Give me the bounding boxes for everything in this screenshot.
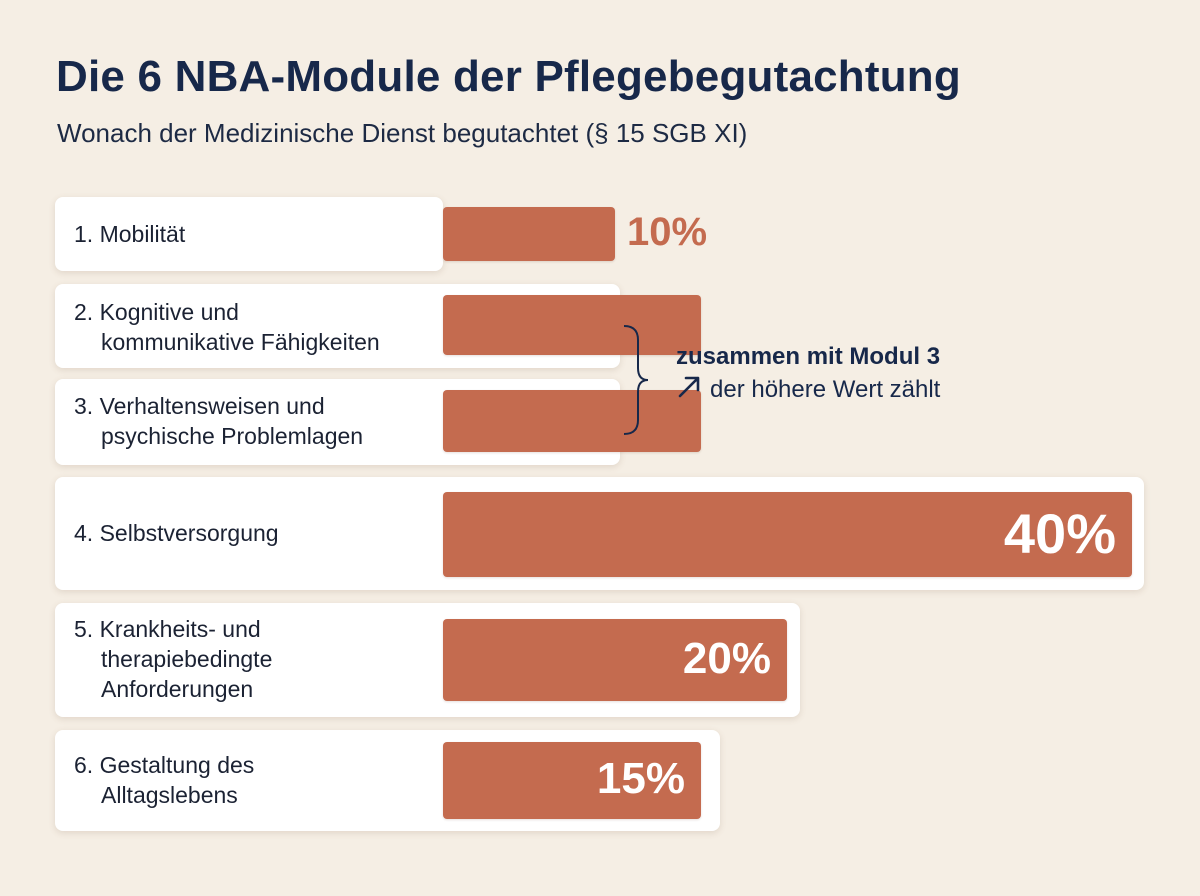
module-card-1	[55, 197, 443, 271]
module-label-1: 1. Mobilität	[74, 219, 185, 249]
module-label-line: 3. Verhaltensweisen und	[74, 393, 325, 419]
note-line1: zusammen mit Modul 3	[676, 343, 941, 370]
bar-module-1	[443, 207, 615, 261]
chart-title: Die 6 NBA-Module der Pflegebegutachtung	[56, 52, 961, 101]
module-label-line: Alltagslebens	[101, 782, 238, 808]
module-label-line: therapiebedingte	[101, 646, 273, 672]
module-label-line: Anforderungen	[101, 676, 254, 702]
bar-module-4	[443, 492, 1132, 577]
arrow-up-right-icon	[678, 376, 700, 398]
chart-subtitle: Wonach der Medizinische Dienst begutacht…	[57, 118, 748, 148]
module-label-line: kommunikative Fähigkeiten	[101, 329, 380, 355]
data-label-module-1: 10%	[627, 210, 708, 254]
module-label-line: 4. Selbstversorgung	[74, 520, 279, 546]
module-label-line: 1. Mobilität	[74, 221, 186, 247]
bar-module-6	[443, 742, 701, 819]
module-label-2: 2. Kognitive und kommunikative Fähigkeite…	[74, 297, 380, 357]
module-label-6: 6. Gestaltung des Alltagslebens	[74, 750, 254, 810]
bar-module-5	[443, 619, 787, 701]
combined-module-note: zusammen mit Modul 3 der höhere Wert zäh…	[676, 340, 940, 406]
data-label-module-6: 15%	[596, 754, 685, 804]
data-label-module-4: 40%	[1003, 501, 1116, 565]
data-label-module-5: 20%	[682, 633, 771, 683]
module-label-line: 5. Krankheits- und	[74, 616, 261, 642]
note-line2: der höhere Wert zählt	[710, 376, 941, 403]
bar-module-2	[443, 295, 701, 355]
module-label-line: 2. Kognitive und	[74, 299, 239, 325]
module-label-4: 4. Selbstversorgung	[74, 518, 279, 548]
module-label-3: 3. Verhaltensweisen und psychische Proble…	[74, 391, 363, 451]
module-label-line: psychische Problemlagen	[101, 423, 364, 449]
bracket-icon	[623, 325, 649, 435]
module-label-line: 6. Gestaltung des	[74, 752, 255, 778]
bar-module-3	[443, 390, 701, 452]
module-label-5: 5. Krankheits- und therapiebedingte Anford…	[74, 614, 272, 704]
